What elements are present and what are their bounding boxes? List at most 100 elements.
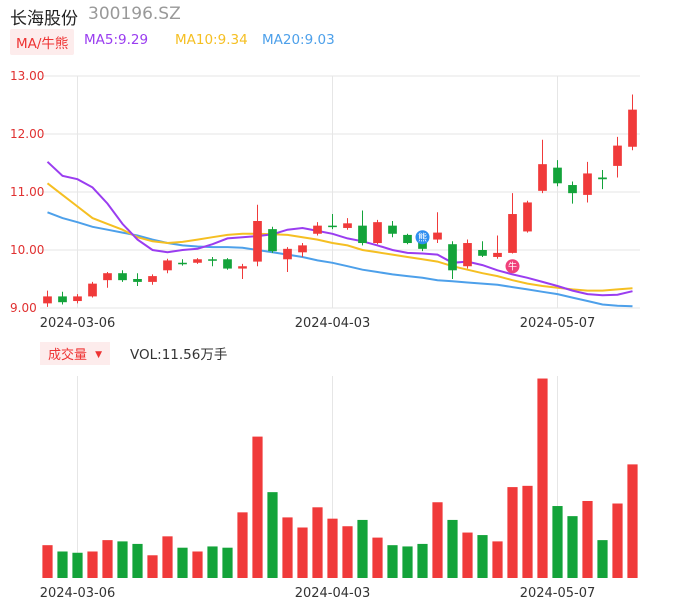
volume-bar xyxy=(102,540,113,578)
volume-bar xyxy=(597,540,608,578)
volume-bar xyxy=(627,464,638,578)
candle-body xyxy=(133,279,142,282)
ma10-label: MA10:9.34 xyxy=(175,32,248,48)
volume-bar xyxy=(552,506,563,578)
ma20-line xyxy=(47,211,633,308)
price-tick-label: 10.00 xyxy=(10,243,44,257)
candle-body xyxy=(193,259,202,263)
volume-bar xyxy=(507,487,518,578)
candle-body xyxy=(163,260,172,271)
ma20-label: MA20:9.03 xyxy=(262,32,335,48)
bull-marker-icon-glyph: 牛 xyxy=(508,261,517,273)
candle-body xyxy=(583,173,592,195)
volume-bar xyxy=(522,485,533,578)
price-tick-label: 9.00 xyxy=(10,301,37,315)
volume-bar xyxy=(357,519,368,578)
volume-bar xyxy=(177,547,188,578)
candle-body xyxy=(73,296,82,302)
volume-indicator-tab[interactable]: 成交量 ▼ xyxy=(40,342,111,365)
bear-marker-icon-glyph: 熊 xyxy=(418,232,427,244)
candle-body xyxy=(553,167,562,184)
volume-bar xyxy=(477,535,488,578)
volume-bar xyxy=(612,503,623,578)
ma5-line xyxy=(46,161,633,297)
volume-bar xyxy=(297,527,308,578)
volume-bar xyxy=(42,545,53,578)
date-tick-label: 2024-04-03 xyxy=(295,316,371,331)
candle-body xyxy=(613,145,622,166)
candle-body xyxy=(508,214,517,253)
date-tick-label: 2024-05-07 xyxy=(520,316,596,331)
candle-body xyxy=(433,232,442,240)
candle-body xyxy=(328,225,337,228)
volume-bar xyxy=(87,551,98,578)
candle-body xyxy=(58,296,67,303)
candle-body xyxy=(118,273,127,281)
ma-indicator-tab[interactable]: MA/牛熊 xyxy=(10,29,75,55)
volume-bar xyxy=(132,543,143,578)
candle-body xyxy=(253,221,262,262)
candle-body xyxy=(268,229,277,252)
volume-date-tick-label: 2024-03-06 xyxy=(40,586,116,601)
candle-body xyxy=(448,244,457,271)
volume-bar xyxy=(207,546,218,578)
volume-bar xyxy=(342,526,353,578)
volume-tab-label: 成交量 xyxy=(48,348,88,363)
volume-bar xyxy=(222,547,233,578)
ma10-line xyxy=(46,182,633,292)
price-tick-label: 13.00 xyxy=(10,69,44,83)
candle-body xyxy=(478,250,487,256)
candle-body xyxy=(208,259,217,261)
volume-bar xyxy=(372,537,383,578)
volume-bar xyxy=(402,546,413,578)
volume-bar xyxy=(387,545,398,578)
candle-body xyxy=(418,241,427,249)
candle-body xyxy=(403,234,412,244)
volume-bar xyxy=(267,492,278,578)
candle-body xyxy=(313,225,322,234)
bear-marker-icon-circle xyxy=(415,230,430,245)
candle-body xyxy=(178,262,187,265)
candle-body xyxy=(568,185,577,194)
volume-bar xyxy=(147,555,158,578)
candle-body xyxy=(283,248,292,260)
candle-body xyxy=(523,202,532,232)
volume-value-label: VOL:11.56万手 xyxy=(130,347,228,363)
volume-bar xyxy=(432,502,443,578)
candle-body xyxy=(358,225,367,244)
date-tick-label: 2024-03-06 xyxy=(40,316,116,331)
stock-code: 300196.SZ xyxy=(88,4,181,24)
candle-body xyxy=(238,266,247,269)
candle-body xyxy=(628,109,637,147)
candle-body xyxy=(538,164,547,191)
volume-bar xyxy=(492,541,503,578)
volume-bar xyxy=(582,500,593,578)
bull-marker-icon-circle xyxy=(505,259,520,274)
candle-body xyxy=(388,225,397,234)
volume-bar xyxy=(567,516,578,578)
volume-bar xyxy=(192,551,203,578)
price-tick-label: 12.00 xyxy=(10,127,44,141)
candle-body xyxy=(373,222,382,244)
volume-bar xyxy=(462,532,473,578)
volume-bar xyxy=(282,517,293,578)
candle-body xyxy=(598,177,607,180)
candle-body xyxy=(343,223,352,228)
candle-body xyxy=(493,252,502,257)
volume-bar xyxy=(57,551,68,578)
volume-bar xyxy=(252,436,263,578)
candle-body xyxy=(103,273,112,281)
volume-bar xyxy=(537,378,548,578)
ma5-label: MA5:9.29 xyxy=(84,32,149,48)
volume-date-tick-label: 2024-04-03 xyxy=(295,586,371,601)
volume-chart: 2024-03-06 2024-04-03 2024-05-07 xyxy=(40,376,638,601)
volume-bar xyxy=(312,507,323,578)
volume-date-tick-label: 2024-05-07 xyxy=(520,586,596,601)
dropdown-triangle-icon: ▼ xyxy=(95,350,103,360)
volume-bar xyxy=(162,536,173,578)
candle-body xyxy=(43,296,52,304)
candle-body xyxy=(298,245,307,253)
volume-bar xyxy=(237,512,248,578)
volume-bar xyxy=(327,518,338,578)
